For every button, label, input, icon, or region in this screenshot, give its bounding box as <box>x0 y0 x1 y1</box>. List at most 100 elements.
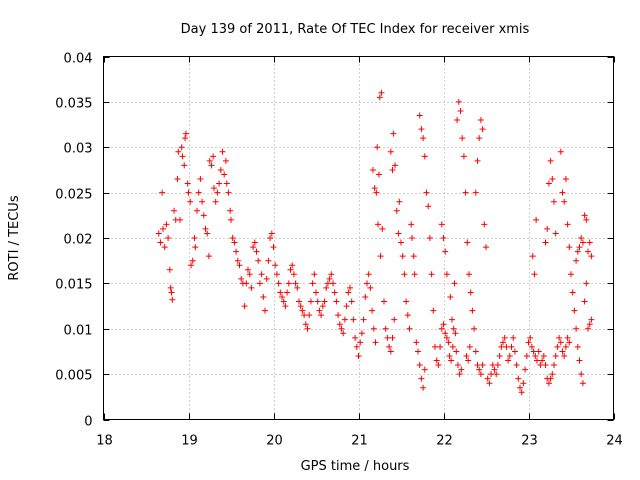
data-point <box>472 189 479 196</box>
data-point <box>260 293 267 300</box>
data-point <box>579 239 586 246</box>
data-point <box>296 298 302 305</box>
data-point <box>390 130 397 137</box>
y-tick-label: 0 <box>84 415 92 430</box>
data-point <box>287 266 294 273</box>
data-point <box>446 352 453 359</box>
data-point <box>223 180 230 187</box>
data-point <box>311 271 318 278</box>
data-point <box>576 244 583 251</box>
data-point <box>534 357 540 364</box>
data-point <box>413 339 420 346</box>
data-point <box>484 375 491 382</box>
data-point <box>401 271 408 278</box>
chart-title: Day 139 of 2011, Rate Of TEC Index for r… <box>181 22 530 37</box>
data-point <box>250 244 257 251</box>
data-point <box>432 343 438 350</box>
data-point <box>469 307 476 314</box>
data-point <box>369 307 376 314</box>
data-point <box>377 253 384 260</box>
data-point <box>306 312 313 319</box>
data-point <box>191 235 198 241</box>
data-point <box>411 271 418 278</box>
data-point <box>455 98 462 105</box>
data-point <box>328 271 335 278</box>
data-point <box>448 357 455 364</box>
data-point <box>442 330 449 337</box>
data-point <box>416 362 423 369</box>
data-point <box>217 166 224 173</box>
axis-ticks <box>103 56 615 421</box>
data-point <box>547 375 554 382</box>
data-point <box>588 253 595 260</box>
x-tick-label: 21 <box>351 434 368 449</box>
data-point <box>453 348 460 355</box>
data-point <box>367 284 374 291</box>
data-point <box>583 280 590 287</box>
data-point <box>343 303 350 310</box>
data-point <box>396 198 403 205</box>
data-point <box>523 352 530 359</box>
data-point <box>350 316 357 323</box>
data-point <box>552 352 559 359</box>
data-point <box>551 362 557 369</box>
data-point <box>178 144 185 151</box>
data-point <box>579 380 586 387</box>
data-point <box>585 248 591 255</box>
data-point <box>500 339 506 346</box>
data-point <box>442 248 449 255</box>
y-tick-label: 0.005 <box>55 369 92 384</box>
data-point <box>357 339 364 346</box>
data-point <box>241 303 248 310</box>
data-point <box>364 280 370 287</box>
data-point <box>515 375 522 382</box>
data-point <box>421 153 428 160</box>
data-point <box>540 352 547 359</box>
data-point <box>282 303 289 310</box>
data-point <box>174 176 181 183</box>
data-point <box>498 343 505 350</box>
x-tick-label: 20 <box>266 434 283 449</box>
data-point <box>161 244 168 251</box>
data-point <box>571 307 578 314</box>
data-point <box>290 271 297 278</box>
x-tick-labels: 18 19 20 21 22 23 24 <box>96 434 623 449</box>
data-point <box>382 325 389 332</box>
data-point <box>566 339 573 346</box>
data-point <box>477 371 484 378</box>
data-point <box>537 362 544 369</box>
data-point <box>450 325 457 332</box>
data-point <box>503 343 510 350</box>
data-point <box>348 298 355 305</box>
data-point <box>297 303 304 310</box>
data-point <box>568 271 574 278</box>
data-point <box>273 271 280 278</box>
data-point <box>501 334 508 341</box>
data-point <box>518 389 525 396</box>
data-point <box>284 289 291 296</box>
data-point <box>430 307 437 314</box>
data-point <box>197 176 204 183</box>
data-point <box>409 235 416 241</box>
data-point <box>474 157 481 164</box>
data-point <box>464 239 471 246</box>
data-point <box>309 280 316 287</box>
data-point <box>379 225 386 232</box>
data-point <box>324 280 331 287</box>
data-point <box>375 171 382 178</box>
data-point <box>522 366 529 373</box>
data-point <box>467 289 474 296</box>
data-point <box>168 289 175 296</box>
data-point <box>491 366 498 373</box>
x-axis-label: GPS time / hours <box>301 459 410 474</box>
data-point <box>554 343 561 350</box>
data-point <box>389 166 396 173</box>
data-point <box>189 257 196 264</box>
data-point <box>532 352 539 359</box>
data-point <box>566 244 573 251</box>
data-point <box>386 343 393 350</box>
data-point <box>489 362 496 369</box>
data-point <box>202 225 209 232</box>
data-point <box>496 352 503 359</box>
data-point <box>233 248 240 255</box>
